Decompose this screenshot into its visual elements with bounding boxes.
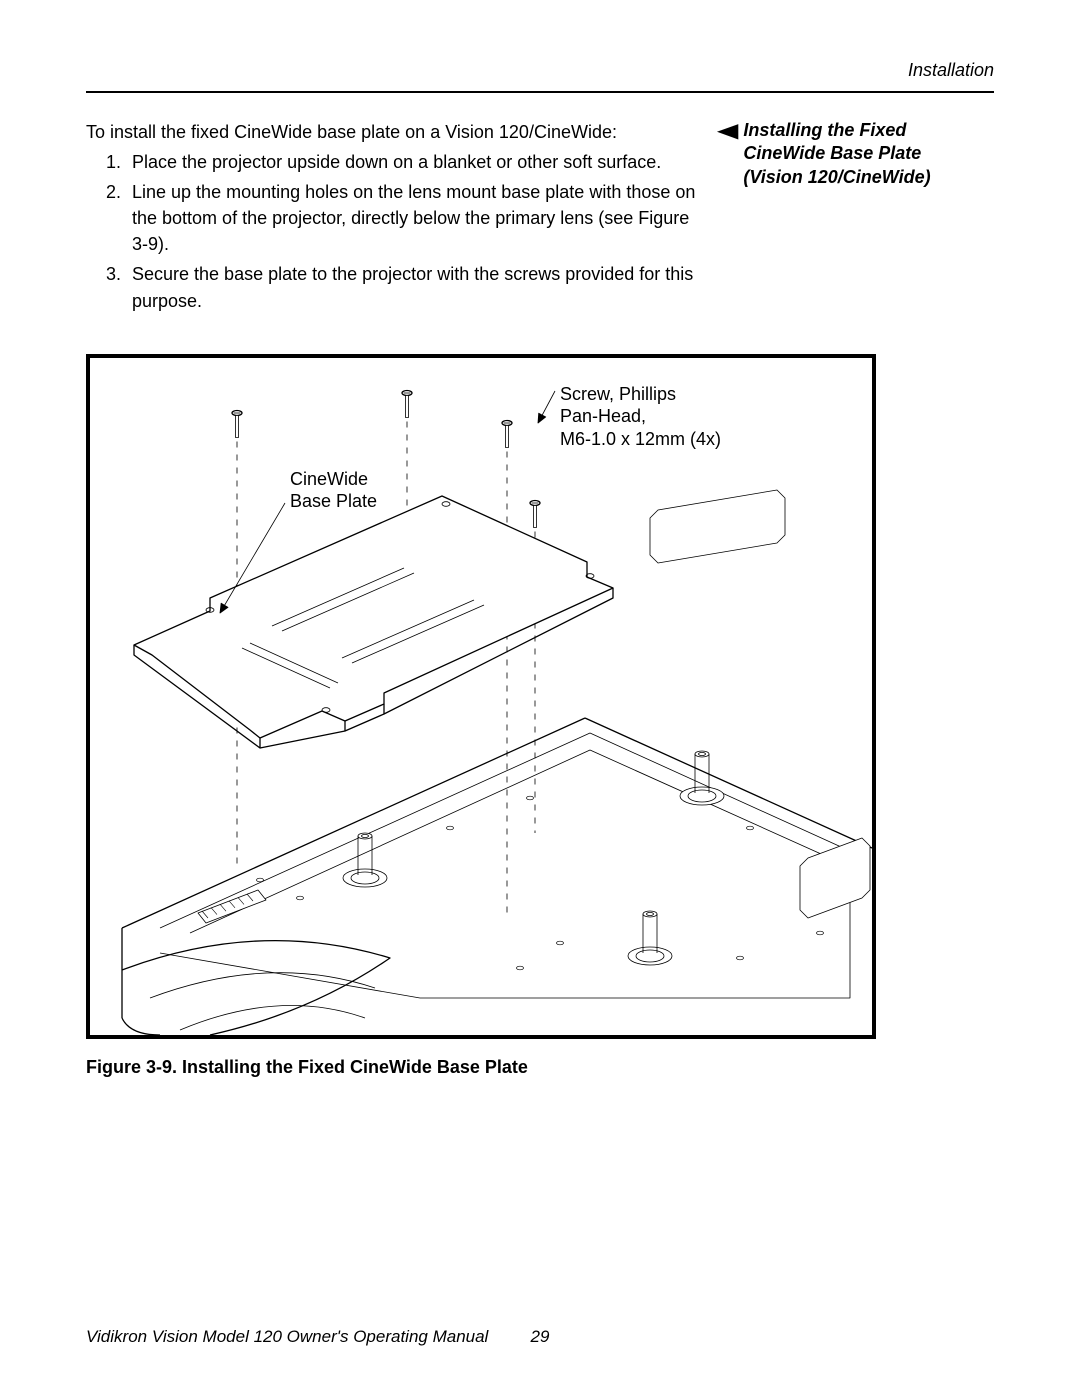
side-title: Installing the Fixed CineWide Base Plate… xyxy=(743,119,978,189)
step-item: Secure the base plate to the projector w… xyxy=(126,261,696,313)
label-base-plate: CineWideBase Plate xyxy=(290,468,377,513)
label-screw: Screw, Phillips Pan-Head, M6-1.0 x 12mm … xyxy=(560,383,721,451)
step-list: Place the projector upside down on a bla… xyxy=(86,149,696,314)
side-callout: ◀ Installing the Fixed CineWide Base Pla… xyxy=(720,119,978,189)
content-row: To install the fixed CineWide base plate… xyxy=(86,119,994,318)
main-column: To install the fixed CineWide base plate… xyxy=(86,119,696,318)
step-item: Place the projector upside down on a bla… xyxy=(126,149,696,175)
footer-page-number: 29 xyxy=(531,1327,550,1347)
left-arrow-icon: ◀ xyxy=(717,121,739,141)
side-column: ◀ Installing the Fixed CineWide Base Pla… xyxy=(720,119,978,189)
step-item: Line up the mounting holes on the lens m… xyxy=(126,179,696,257)
intro-text: To install the fixed CineWide base plate… xyxy=(86,119,696,145)
figure-caption: Figure 3-9. Installing the Fixed CineWid… xyxy=(86,1057,876,1078)
label-screw-l2: Pan-Head, xyxy=(560,405,721,428)
label-base-plate-l1: CineWideBase Plate xyxy=(290,469,377,512)
section-header: Installation xyxy=(86,60,994,81)
label-screw-l1: Screw, Phillips xyxy=(560,383,721,406)
page: Installation To install the fixed CineWi… xyxy=(0,0,1080,1397)
figure-wrap: CineWideBase Plate Screw, Phillips Pan-H… xyxy=(86,354,876,1078)
label-screw-l3: M6-1.0 x 12mm (4x) xyxy=(560,428,721,451)
header-rule xyxy=(86,91,994,93)
footer: Vidikron Vision Model 120 Owner's Operat… xyxy=(86,1327,994,1347)
figure: CineWideBase Plate Screw, Phillips Pan-H… xyxy=(86,354,876,1039)
footer-title: Vidikron Vision Model 120 Owner's Operat… xyxy=(86,1327,488,1347)
figure-svg xyxy=(90,358,872,1035)
